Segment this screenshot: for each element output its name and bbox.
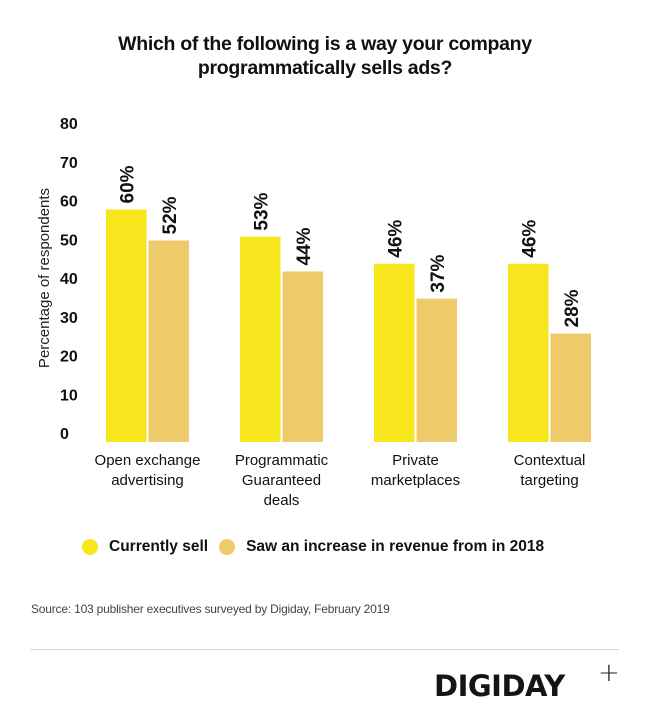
data-label: 44%	[294, 227, 315, 265]
bar-chart: 0 10 20 30 40 50 60 70 80 Percentage of responden…	[36, 116, 591, 509]
chart-title-line-1: Which of the following is a way your com…	[118, 33, 532, 55]
x-category-label: marketplaces	[371, 472, 460, 489]
bar-currently-sell	[374, 263, 415, 442]
x-category-label: Private	[392, 452, 439, 469]
y-tick-label: 50	[60, 232, 78, 249]
data-label: 28%	[562, 289, 583, 327]
bar-currently-sell	[240, 236, 281, 442]
x-category-label: Programmatic	[235, 452, 329, 469]
legend-item-revenue-increase: Saw an increase in revenue from in 2018	[219, 538, 544, 556]
y-tick-label: 0	[60, 426, 69, 443]
data-label: 46%	[385, 220, 406, 258]
y-tick-label: 20	[60, 349, 78, 366]
chart-title: Which of the following is a way your com…	[0, 32, 650, 80]
x-category-label: advertising	[111, 472, 184, 489]
source-note: Source: 103 publisher executives surveye…	[31, 602, 390, 616]
chart-title-line-2: programmatically sells ads?	[197, 57, 453, 79]
x-category-label: Contextual	[514, 452, 586, 469]
bar-currently-sell	[106, 209, 147, 442]
data-label: 60%	[117, 165, 138, 203]
x-category-label: Guaranteed	[242, 472, 321, 489]
x-category-label: Open exchange	[95, 452, 201, 469]
legend-label: Currently sell	[109, 538, 209, 555]
y-tick-label: 30	[60, 310, 78, 327]
legend-label: Saw an increase in revenue from in 2018	[246, 538, 545, 555]
x-category-label: targeting	[520, 472, 578, 489]
bar-revenue-increase	[550, 333, 591, 442]
footer-divider	[30, 649, 619, 650]
y-tick-label: 40	[60, 271, 78, 288]
data-label: 46%	[519, 220, 540, 258]
bar-revenue-increase	[282, 271, 323, 442]
legend-dot-icon	[82, 539, 98, 555]
y-tick-label: 10	[60, 387, 78, 404]
data-label: 53%	[251, 192, 272, 230]
y-tick-label: 60	[60, 194, 78, 211]
data-label: 52%	[160, 196, 181, 234]
x-category-label: deals	[264, 492, 300, 509]
y-tick-label: 70	[60, 155, 78, 172]
legend-item-currently-sell: Currently sell	[82, 538, 208, 556]
y-tick-label: 80	[60, 116, 78, 133]
y-axis-label: Percentage of respondents	[36, 188, 53, 368]
digiday-logo: DIGIDAY	[434, 669, 565, 703]
bar-revenue-increase	[148, 240, 189, 442]
legend-dot-icon	[219, 539, 236, 555]
bar-currently-sell	[508, 263, 549, 442]
bar-revenue-increase	[416, 298, 457, 442]
plus-icon: +	[598, 658, 620, 688]
legend: Currently sell Saw an increase in revenu…	[82, 538, 555, 556]
data-label: 37%	[428, 254, 449, 292]
